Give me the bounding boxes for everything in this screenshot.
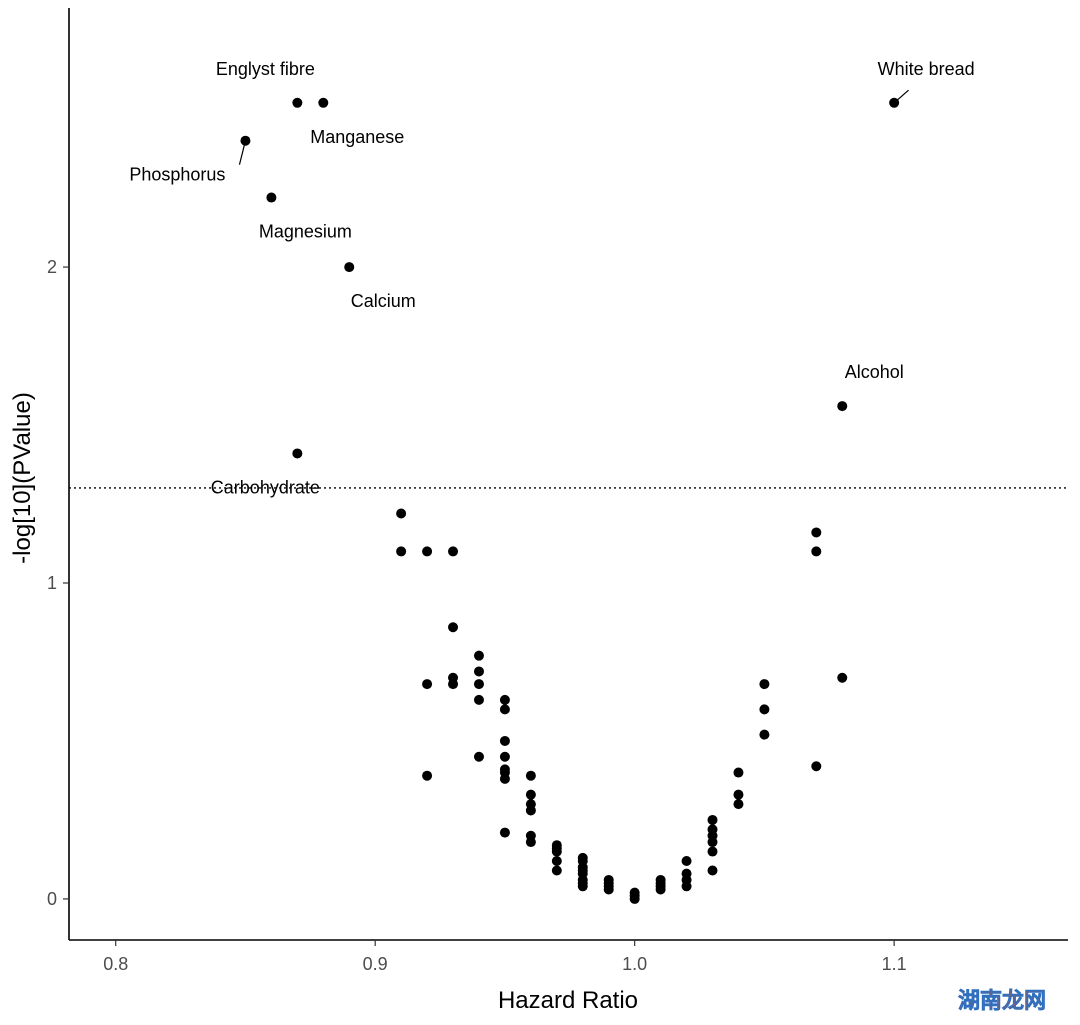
data-points [240,97,900,904]
data-point [551,856,562,867]
x-tick-label: 1.1 [882,954,907,974]
data-point [396,508,407,519]
data-point [499,694,510,705]
data-point [292,97,303,108]
axes [68,8,1068,941]
y-axis-title: -log[10](PValue) [9,392,36,564]
data-point [473,679,484,690]
data-point [577,881,588,892]
data-point [759,729,770,740]
data-point [473,751,484,762]
data-point [551,846,562,857]
data-point [318,97,329,108]
y-tick-label: 0 [47,889,57,909]
data-point [525,805,536,816]
point-label: Englyst fibre [216,59,315,79]
data-point [707,865,718,876]
point-label: Alcohol [845,362,904,382]
data-point [681,881,692,892]
data-point [448,546,459,557]
data-point [525,789,536,800]
data-point [422,679,433,690]
data-point [707,846,718,857]
point-labels: Englyst fibre Manganese Phosphorus Magnesiu… [129,59,974,498]
data-point [448,672,459,683]
point-label: Phosphorus [129,165,225,185]
data-point [837,401,848,412]
point-label: Carbohydrate [211,477,320,497]
data-point [499,735,510,746]
data-point [344,262,355,273]
point-label: Magnesium [259,222,352,242]
x-tick-label: 1.0 [622,954,647,974]
data-point [396,546,407,557]
data-point [655,884,666,895]
data-point [473,650,484,661]
data-point [551,865,562,876]
label-leader-line [893,89,909,104]
data-point [811,761,822,772]
data-point [733,789,744,800]
data-point [811,527,822,538]
data-point [525,837,536,848]
data-point [759,704,770,715]
data-point [473,666,484,677]
data-point [733,799,744,810]
ticks: 0.8 0.9 1.0 1.1 0 1 2 [47,257,907,974]
data-point [473,694,484,705]
data-point [499,751,510,762]
x-tick-label: 0.8 [103,954,128,974]
point-label: White bread [878,59,975,79]
data-point [292,448,303,459]
data-point [603,884,614,895]
data-point [499,704,510,715]
data-point [629,893,640,904]
data-point [733,767,744,778]
data-point [499,827,510,838]
data-point [266,192,277,203]
data-point [499,773,510,784]
data-point [707,837,718,848]
x-tick-label: 0.9 [363,954,388,974]
data-point [681,856,692,867]
data-point [707,814,718,825]
data-point [422,770,433,781]
x-axis-title: Hazard Ratio [498,987,638,1014]
data-point [759,679,770,690]
data-point [811,546,822,557]
point-label: Calcium [351,291,416,311]
point-label: Manganese [310,127,404,147]
data-point [448,622,459,633]
watermark-text: 湖南龙网 [958,989,1046,1014]
data-point [422,546,433,557]
label-leader-line [238,140,247,165]
y-tick-label: 1 [47,573,57,593]
y-tick-label: 2 [47,257,57,277]
data-point [837,672,848,683]
data-point [525,770,536,781]
